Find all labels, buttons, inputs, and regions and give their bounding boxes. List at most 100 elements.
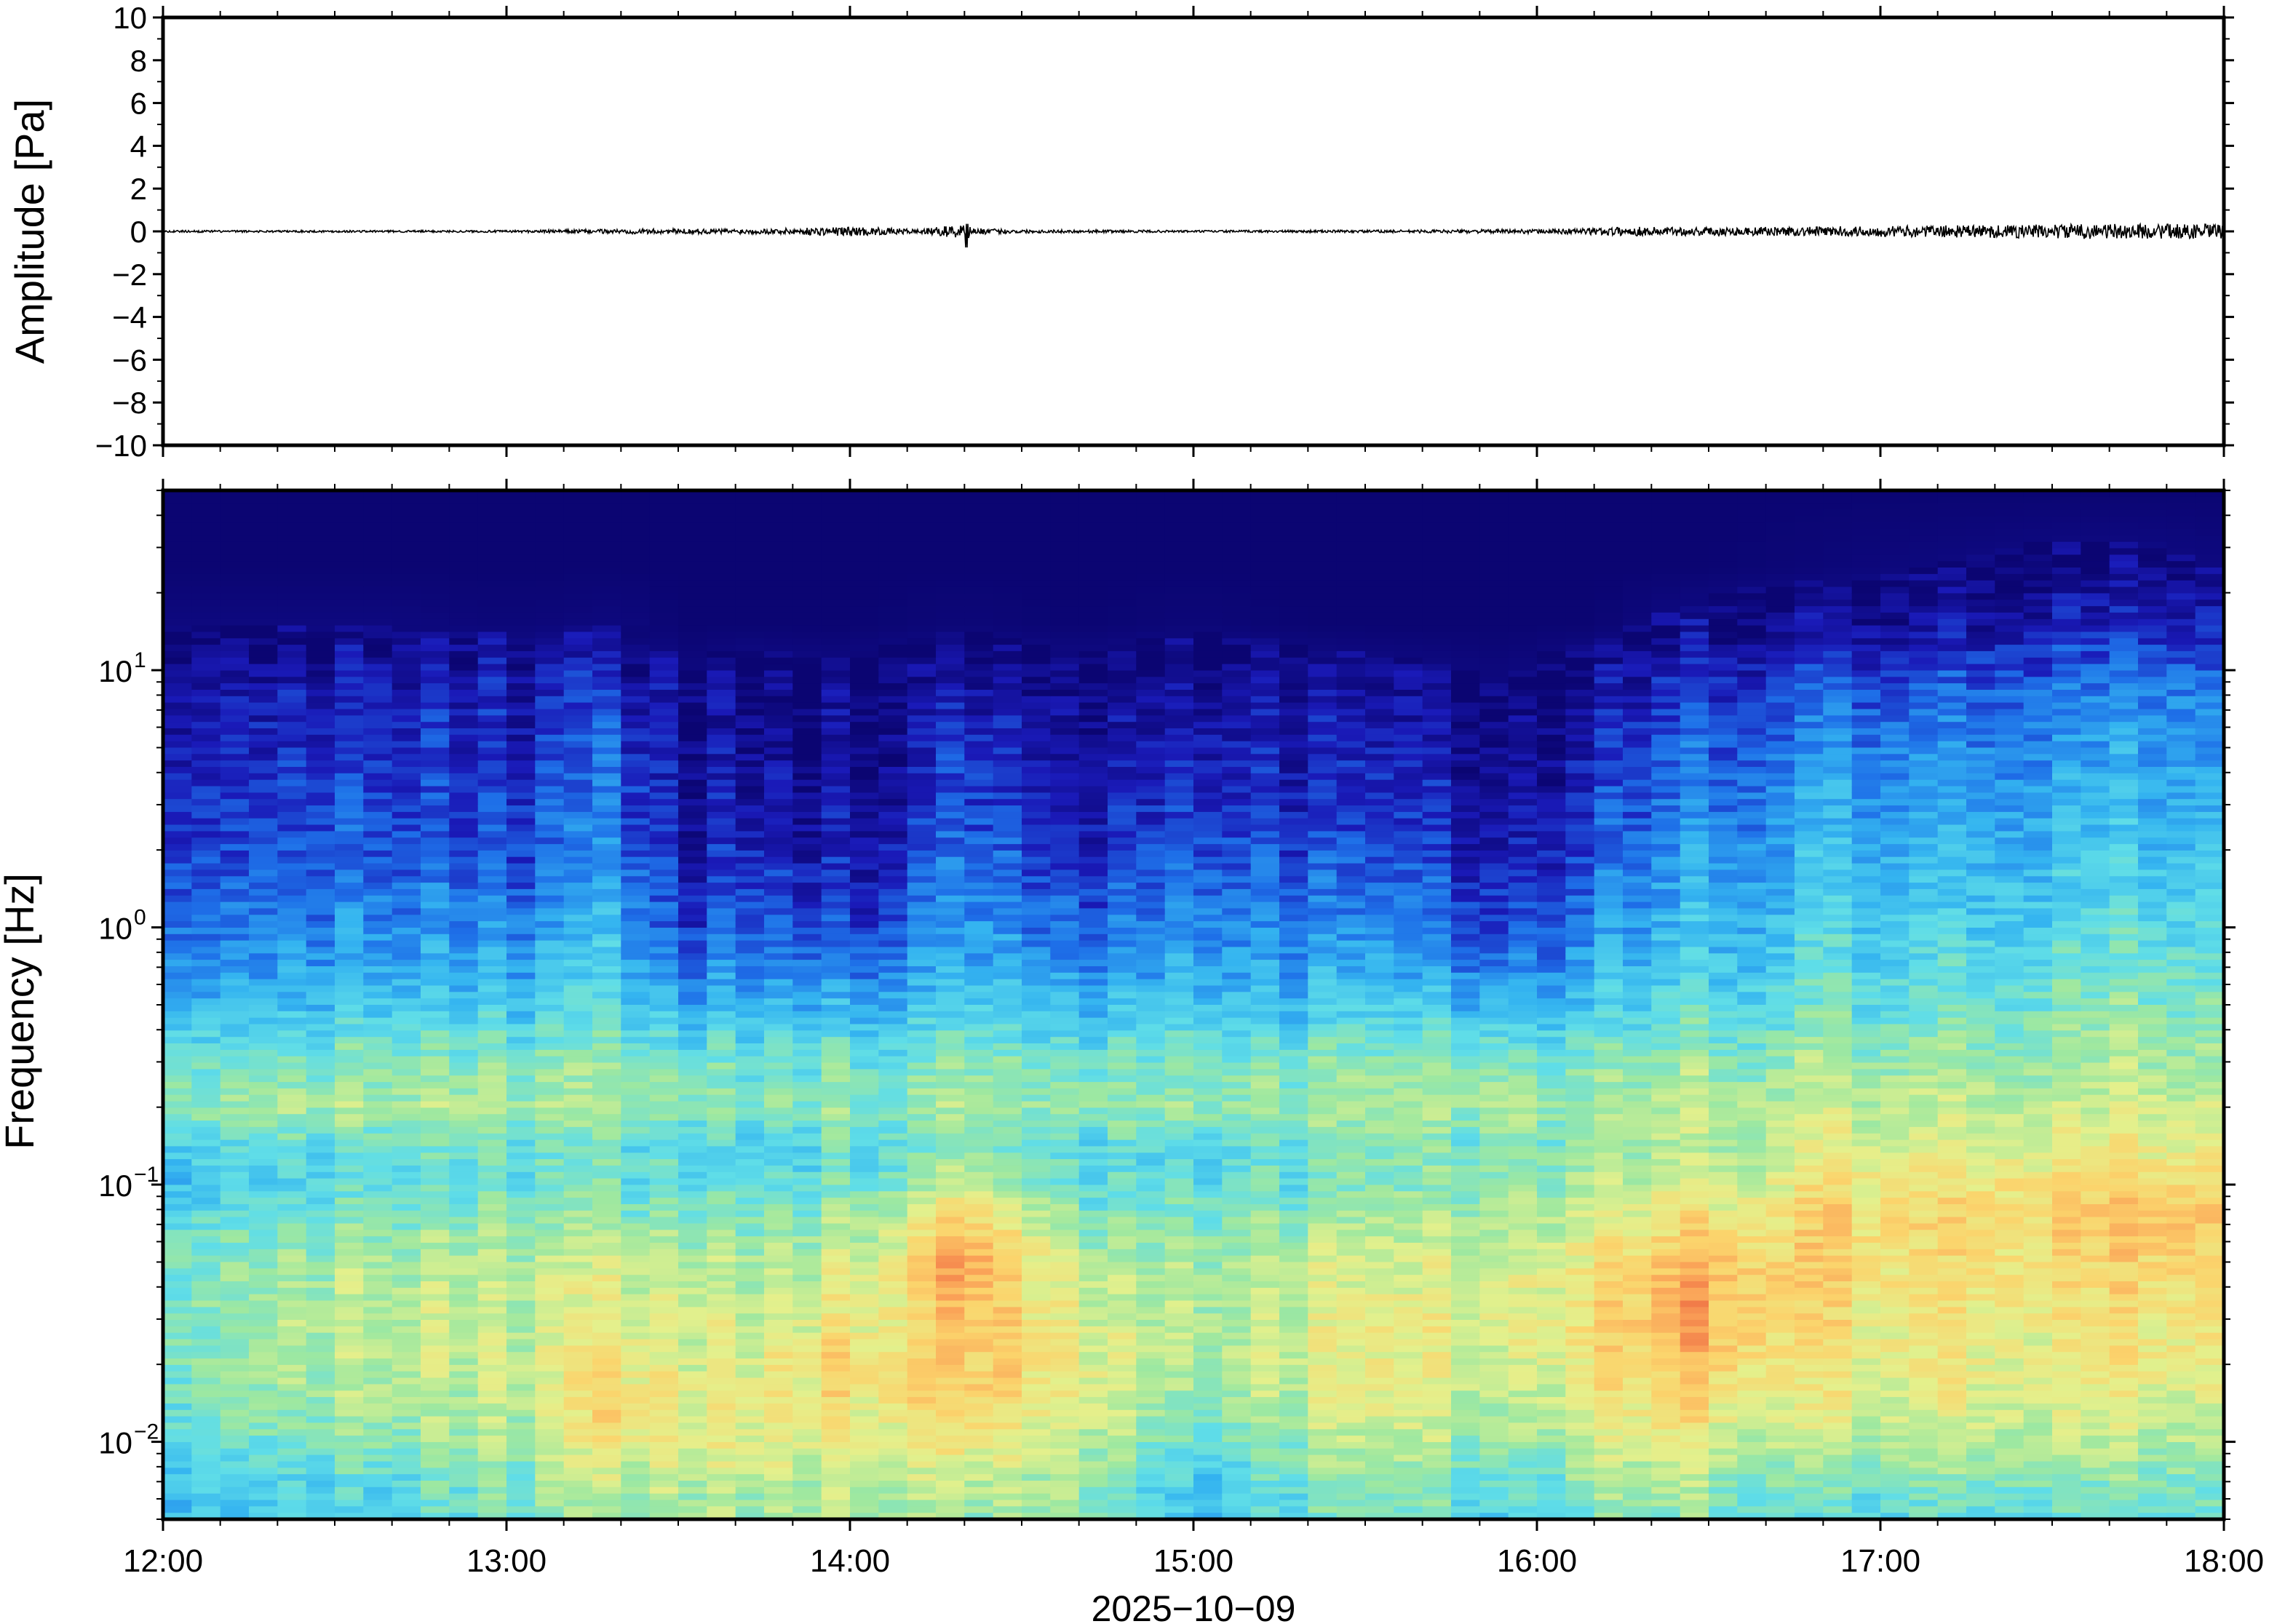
spectrogram-cell [335, 1114, 365, 1121]
spectrogram-cell [277, 1486, 307, 1494]
spectrogram-cell [649, 773, 679, 781]
spectrogram-cell [907, 1204, 937, 1211]
spectrogram-cell [449, 1409, 479, 1417]
spectrogram-cell [621, 1390, 651, 1398]
spectrogram-cell [191, 1500, 221, 1508]
spectrogram-cell [907, 1281, 937, 1289]
spectrogram-cell [363, 1094, 393, 1102]
spectrogram-cell [792, 1448, 822, 1456]
spectrogram-cell [1022, 773, 1052, 781]
spectrogram-cell [907, 1165, 937, 1173]
spectrogram-cell [363, 1377, 393, 1385]
spectrogram-cell [907, 1062, 937, 1070]
spectrogram-cell [878, 992, 908, 999]
spectrogram-cell [392, 516, 421, 523]
spectrogram-cell [621, 1448, 651, 1456]
spectrogram-cell [563, 1255, 593, 1263]
spectrogram-cell [707, 747, 736, 755]
spectrogram-cell [707, 966, 736, 974]
spectrogram-cell [649, 1082, 679, 1089]
spectrogram-cell [792, 921, 822, 928]
spectrogram-cell [506, 702, 536, 710]
spectrogram-cell [449, 1153, 479, 1160]
spectrogram-cell [563, 573, 593, 581]
spectrogram-cell [850, 503, 880, 511]
spectrogram-cell [907, 767, 937, 774]
spectrogram-cell [306, 1178, 335, 1186]
spectrogram-cell [277, 1088, 307, 1096]
spectrogram-cell [277, 490, 307, 498]
spectrogram-cell [306, 1153, 335, 1160]
spectrogram-cell [878, 792, 908, 800]
spectrogram-cell [678, 1307, 708, 1314]
spectrogram-cell [764, 490, 794, 498]
spectrogram-cell [792, 1024, 822, 1032]
spectrogram-cell [363, 1513, 393, 1519]
spectrogram-cell [964, 1307, 994, 1314]
spectrogram-cell [707, 664, 736, 672]
spectrogram-cell [821, 1377, 851, 1385]
spectrogram-cell [936, 1230, 966, 1237]
spectrogram-cell [878, 1397, 908, 1404]
spectrogram-cell [535, 722, 565, 729]
spectrogram-cell [535, 1088, 565, 1096]
spectrogram-cell [649, 779, 679, 787]
spectrogram-cell [678, 741, 708, 749]
spectrogram-cell [878, 535, 908, 543]
spectrogram-cell [936, 503, 966, 511]
spectrogram-cell [191, 638, 221, 645]
spectrogram-cell [220, 1243, 250, 1250]
spectrogram-cell [621, 741, 651, 749]
spectrogram-cell [563, 677, 593, 684]
spectrogram-cell [535, 1062, 565, 1070]
spectrogram-cell [621, 1468, 651, 1475]
spectrogram-cell [563, 1332, 593, 1340]
spectrogram-cell [850, 1358, 880, 1366]
spectrogram-cell [735, 696, 765, 704]
spectrogram-cell [792, 573, 822, 581]
spectrogram-cell [907, 1448, 937, 1456]
spectrogram-cell [163, 1275, 193, 1282]
spectrogram-cell [821, 677, 851, 684]
spectrogram-cell [477, 1121, 507, 1128]
spectrogram-cell [707, 1198, 736, 1205]
spectrogram-cell [249, 683, 279, 690]
spectrogram-cell [421, 1159, 450, 1166]
spectrogram-cell [335, 1262, 365, 1270]
spectrogram-cell [1022, 606, 1052, 613]
spectrogram-cell [678, 1468, 708, 1475]
spectrogram-cell [249, 1049, 279, 1057]
spectrogram-cell [850, 535, 880, 543]
spectrogram-cell [907, 883, 937, 890]
spectrogram-cell [735, 934, 765, 942]
spectrogram-cell [249, 548, 279, 556]
spectrogram-cell [191, 568, 221, 575]
spectrogram-cell [621, 490, 651, 498]
spectrogram-cell [649, 1294, 679, 1302]
spectrogram-cell [277, 1300, 307, 1308]
spectrogram-cell [907, 972, 937, 980]
spectrogram-cell [563, 1094, 593, 1102]
spectrogram-cell [363, 650, 393, 658]
spectrogram-cell [821, 940, 851, 948]
spectrogram-cell [907, 1121, 937, 1128]
spectrogram-cell [592, 837, 622, 845]
spectrogram-cell [449, 728, 479, 736]
spectrogram-cell [477, 1088, 507, 1096]
spectrogram-cell [964, 612, 994, 620]
spectrogram-cell [535, 1133, 565, 1141]
spectrogram-cell [163, 1030, 193, 1038]
spectrogram-cell [363, 863, 393, 871]
spectrogram-cell [277, 856, 307, 864]
spectrogram-cell [821, 966, 851, 974]
spectrogram-cell [707, 1442, 736, 1449]
spectrogram-cell [621, 953, 651, 960]
spectrogram-cell [191, 709, 221, 717]
spectrogram-cell [449, 1223, 479, 1231]
spectrogram-cell [191, 1191, 221, 1198]
spectrogram-cell [277, 657, 307, 665]
spectrogram-cell [850, 998, 880, 1006]
spectrogram-cell [735, 921, 765, 928]
spectrogram-cell [907, 799, 937, 806]
spectrogram-cell [306, 612, 335, 620]
